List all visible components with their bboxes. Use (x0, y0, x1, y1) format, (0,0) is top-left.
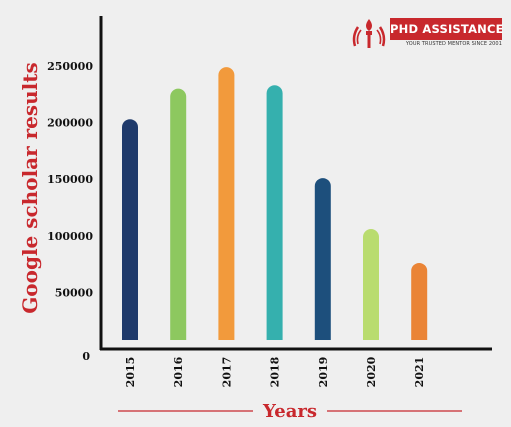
x-tick-labels: 2015 2016 2017 2018 2019 2020 2021 (124, 356, 426, 387)
x-tick-label: 2020 (365, 356, 378, 387)
x-tick-label: 2018 (269, 356, 282, 387)
bar-2019 (314, 178, 331, 340)
bar-2021 (411, 262, 428, 340)
bars (122, 67, 428, 340)
y-tick-label: 150000 (47, 173, 93, 186)
x-tick-label: 2016 (172, 356, 185, 387)
brand-logo: PHD ASSISTANCE YOUR TRUSTED MENTOR SINCE… (350, 16, 503, 52)
brand-tagline: YOUR TRUSTED MENTOR SINCE 2001 (405, 41, 502, 47)
bar-2018 (266, 85, 283, 340)
bar-2016 (170, 88, 187, 340)
y-tick-labels: 0 50000 100000 150000 200000 250000 (47, 60, 93, 363)
x-tick-label: 2019 (317, 357, 330, 388)
y-tick-label: 0 (82, 350, 90, 363)
x-tick-label: 2021 (413, 357, 426, 388)
y-tick-label: 100000 (47, 230, 93, 243)
bar-2020 (363, 229, 379, 340)
x-tick-label: 2015 (124, 357, 137, 388)
torch-emblem-icon (352, 19, 386, 48)
y-tick-label: 250000 (47, 60, 93, 73)
x-tick-label: 2017 (220, 357, 233, 388)
bar-2015 (122, 119, 138, 340)
brand-name: PHD ASSISTANCE (390, 18, 503, 40)
y-tick-label: 200000 (47, 117, 93, 130)
x-axis-label: Years (262, 401, 317, 422)
bar-2017 (218, 67, 235, 340)
y-tick-label: 50000 (55, 286, 94, 299)
y-axis-label: Google scholar results (18, 62, 42, 314)
